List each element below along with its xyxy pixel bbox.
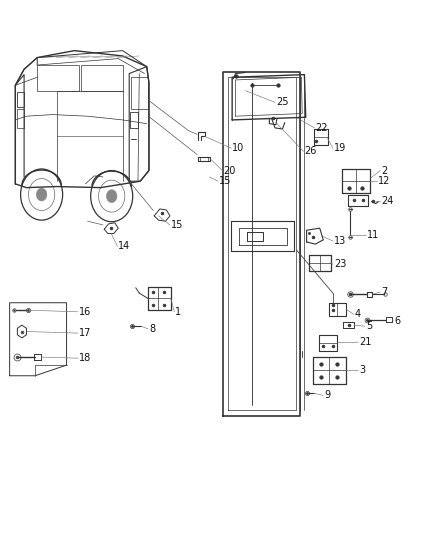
Text: 14: 14 (118, 241, 131, 251)
Bar (17, 109, 24, 128)
Text: 18: 18 (79, 353, 91, 363)
Bar (130, 112, 138, 128)
Text: 19: 19 (334, 143, 346, 153)
Bar (37, 65, 79, 91)
Text: 1: 1 (175, 307, 181, 317)
Text: 22: 22 (315, 123, 328, 133)
Circle shape (106, 190, 117, 203)
Bar (81, 65, 123, 91)
Text: 7: 7 (381, 287, 387, 297)
Text: 20: 20 (223, 166, 236, 175)
Bar (131, 77, 148, 109)
Text: 3: 3 (359, 366, 365, 375)
Text: 6: 6 (394, 316, 400, 326)
Text: 25: 25 (276, 98, 289, 107)
Text: 15: 15 (219, 176, 231, 186)
Text: 8: 8 (149, 324, 155, 334)
Text: 10: 10 (232, 143, 244, 153)
Text: 9: 9 (324, 391, 330, 400)
Text: 15: 15 (171, 220, 183, 230)
Text: 24: 24 (381, 197, 393, 206)
Text: 16: 16 (79, 307, 91, 317)
Text: 5: 5 (366, 321, 372, 331)
Text: 13: 13 (334, 236, 346, 246)
Text: 21: 21 (359, 337, 371, 347)
Text: 26: 26 (304, 147, 317, 156)
Bar (17, 92, 24, 107)
Text: 11: 11 (367, 230, 379, 239)
Circle shape (36, 188, 47, 201)
Text: 2: 2 (381, 166, 387, 175)
Text: 12: 12 (378, 176, 390, 186)
Text: 23: 23 (334, 260, 346, 269)
Text: 17: 17 (79, 328, 91, 338)
Text: 4: 4 (355, 310, 361, 319)
